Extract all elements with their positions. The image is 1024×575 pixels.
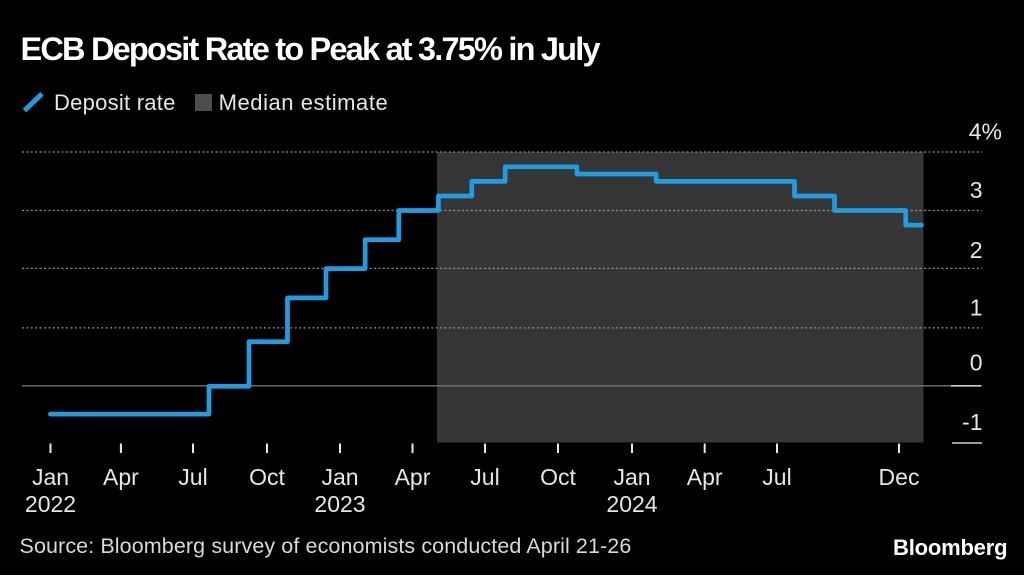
svg-text:Oct: Oct [540, 464, 576, 490]
svg-text:2022: 2022 [25, 491, 76, 517]
svg-text:2023: 2023 [314, 491, 365, 517]
svg-text:2024: 2024 [606, 491, 657, 517]
svg-text:Oct: Oct [249, 464, 285, 490]
svg-text:Apr: Apr [103, 464, 139, 490]
svg-text:Apr: Apr [687, 464, 723, 490]
svg-text:Dec: Dec [879, 464, 920, 490]
svg-text:3: 3 [970, 177, 983, 203]
svg-text:Jan: Jan [613, 464, 650, 490]
svg-text:Jan: Jan [321, 464, 358, 490]
svg-text:Jan: Jan [32, 464, 69, 490]
svg-text:2: 2 [970, 237, 983, 263]
svg-text:Jul: Jul [470, 464, 499, 490]
svg-text:Apr: Apr [395, 464, 431, 490]
svg-text:-1: -1 [962, 409, 982, 435]
svg-text:0: 0 [970, 350, 983, 376]
svg-text:1: 1 [970, 295, 983, 321]
svg-text:4%: 4% [969, 119, 1002, 145]
svg-text:Jul: Jul [762, 464, 791, 490]
svg-text:Jul: Jul [178, 464, 207, 490]
